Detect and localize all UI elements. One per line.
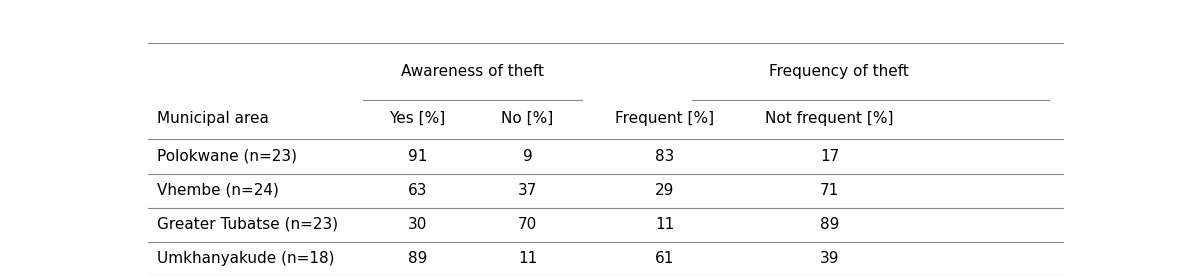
Text: Not frequent [%]: Not frequent [%] xyxy=(765,111,894,126)
Text: Frequent [%]: Frequent [%] xyxy=(615,111,715,126)
Text: 61: 61 xyxy=(655,251,674,266)
Text: 9: 9 xyxy=(522,149,533,164)
Text: 30: 30 xyxy=(407,217,428,232)
Text: 29: 29 xyxy=(655,183,674,198)
Text: 63: 63 xyxy=(407,183,428,198)
Text: 17: 17 xyxy=(820,149,840,164)
Text: 83: 83 xyxy=(655,149,674,164)
Text: 91: 91 xyxy=(407,149,428,164)
Text: Greater Tubatse (n=23): Greater Tubatse (n=23) xyxy=(157,217,338,232)
Text: 89: 89 xyxy=(407,251,428,266)
Text: 37: 37 xyxy=(517,183,537,198)
Text: Polokwane (n=23): Polokwane (n=23) xyxy=(157,149,296,164)
Text: Awareness of theft: Awareness of theft xyxy=(402,64,544,79)
Text: Municipal area: Municipal area xyxy=(157,111,268,126)
Text: 89: 89 xyxy=(820,217,840,232)
Text: 70: 70 xyxy=(517,217,537,232)
Text: No [%]: No [%] xyxy=(502,111,554,126)
Text: Vhembe (n=24): Vhembe (n=24) xyxy=(157,183,279,198)
Text: Frequency of theft: Frequency of theft xyxy=(769,64,908,79)
Text: Umkhanyakude (n=18): Umkhanyakude (n=18) xyxy=(157,251,334,266)
Text: 11: 11 xyxy=(517,251,537,266)
Text: 39: 39 xyxy=(820,251,840,266)
Text: Yes [%]: Yes [%] xyxy=(390,111,445,126)
Text: 11: 11 xyxy=(655,217,674,232)
Text: 71: 71 xyxy=(820,183,840,198)
